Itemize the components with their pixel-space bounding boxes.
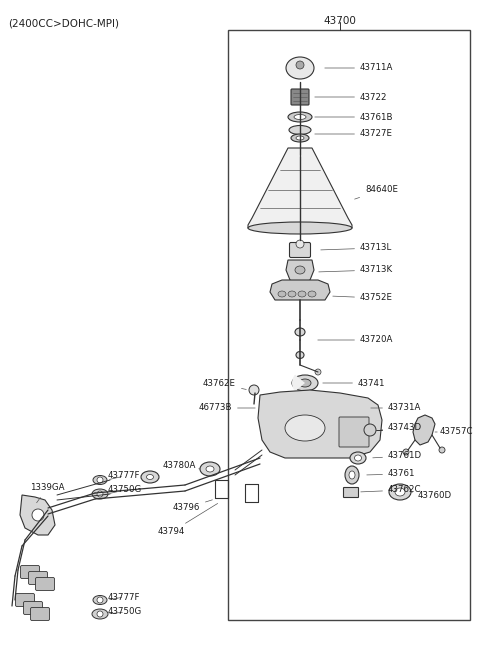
Polygon shape: [286, 260, 314, 283]
FancyBboxPatch shape: [289, 243, 311, 258]
Text: (2400CC>DOHC-MPI): (2400CC>DOHC-MPI): [8, 18, 119, 28]
Ellipse shape: [93, 476, 107, 485]
Ellipse shape: [308, 291, 316, 297]
Text: 43752E: 43752E: [333, 293, 393, 302]
Ellipse shape: [298, 291, 306, 297]
Text: 43720A: 43720A: [318, 335, 394, 344]
Circle shape: [97, 491, 103, 497]
Ellipse shape: [299, 379, 311, 387]
FancyBboxPatch shape: [31, 607, 49, 621]
FancyBboxPatch shape: [291, 89, 309, 105]
Text: 43750G: 43750G: [108, 485, 142, 495]
Wedge shape: [292, 375, 305, 392]
Ellipse shape: [295, 328, 305, 336]
Ellipse shape: [248, 222, 352, 234]
Ellipse shape: [355, 455, 361, 461]
Polygon shape: [413, 415, 435, 445]
Text: 43794: 43794: [157, 503, 217, 537]
Ellipse shape: [286, 57, 314, 79]
Circle shape: [296, 240, 304, 248]
Text: 43700: 43700: [324, 16, 357, 26]
Text: 43761D: 43761D: [373, 451, 422, 461]
Ellipse shape: [296, 136, 304, 140]
Ellipse shape: [345, 466, 359, 484]
Circle shape: [97, 477, 103, 483]
Ellipse shape: [146, 474, 154, 480]
Text: 43777F: 43777F: [108, 592, 141, 602]
Text: 43762C: 43762C: [361, 485, 421, 495]
Text: 43780A: 43780A: [163, 461, 200, 470]
Text: 43777F: 43777F: [108, 472, 141, 480]
Ellipse shape: [395, 488, 405, 496]
Polygon shape: [270, 280, 330, 300]
Circle shape: [249, 385, 259, 395]
Ellipse shape: [278, 291, 286, 297]
FancyBboxPatch shape: [344, 487, 359, 497]
FancyBboxPatch shape: [28, 571, 48, 584]
Text: 43796: 43796: [173, 500, 212, 512]
Circle shape: [97, 597, 103, 603]
Ellipse shape: [288, 291, 296, 297]
Polygon shape: [20, 495, 55, 535]
Ellipse shape: [93, 596, 107, 604]
Circle shape: [97, 611, 103, 617]
Ellipse shape: [296, 352, 304, 358]
Text: 43761B: 43761B: [315, 112, 394, 121]
Ellipse shape: [285, 415, 325, 441]
Ellipse shape: [92, 609, 108, 619]
Text: 46773B: 46773B: [199, 403, 255, 413]
Text: 43743D: 43743D: [381, 424, 422, 432]
Polygon shape: [258, 390, 382, 458]
Circle shape: [296, 61, 304, 69]
Ellipse shape: [289, 125, 311, 134]
Ellipse shape: [291, 134, 309, 142]
Ellipse shape: [350, 452, 366, 464]
Text: 43761: 43761: [367, 470, 416, 478]
Ellipse shape: [292, 375, 318, 391]
Bar: [228, 30, 470, 620]
Text: 43711A: 43711A: [325, 64, 394, 73]
Text: 43750G: 43750G: [108, 607, 142, 617]
Text: 43731A: 43731A: [371, 403, 421, 413]
Text: 43760D: 43760D: [411, 491, 452, 499]
Ellipse shape: [141, 471, 159, 483]
Circle shape: [32, 509, 44, 521]
Circle shape: [439, 447, 445, 453]
Text: 43713K: 43713K: [319, 266, 393, 274]
Ellipse shape: [200, 462, 220, 476]
Circle shape: [403, 449, 409, 455]
FancyBboxPatch shape: [21, 565, 39, 579]
Ellipse shape: [295, 266, 305, 274]
Text: 43727E: 43727E: [315, 129, 393, 138]
FancyBboxPatch shape: [36, 577, 55, 590]
Ellipse shape: [288, 112, 312, 122]
Ellipse shape: [294, 115, 306, 119]
FancyBboxPatch shape: [15, 594, 35, 607]
Circle shape: [364, 424, 376, 436]
Text: 43762E: 43762E: [203, 380, 246, 390]
Ellipse shape: [206, 466, 214, 472]
Text: 84640E: 84640E: [355, 186, 398, 199]
Ellipse shape: [92, 489, 108, 499]
Ellipse shape: [349, 471, 355, 479]
Polygon shape: [248, 148, 352, 228]
FancyBboxPatch shape: [339, 417, 369, 447]
Text: 43757C: 43757C: [435, 428, 473, 436]
Text: 43722: 43722: [315, 92, 387, 102]
Ellipse shape: [389, 484, 411, 500]
Text: 43741: 43741: [323, 379, 385, 388]
Text: 1339GA: 1339GA: [30, 483, 64, 502]
FancyBboxPatch shape: [24, 602, 43, 615]
Text: 43713L: 43713L: [321, 243, 392, 253]
Circle shape: [315, 369, 321, 375]
